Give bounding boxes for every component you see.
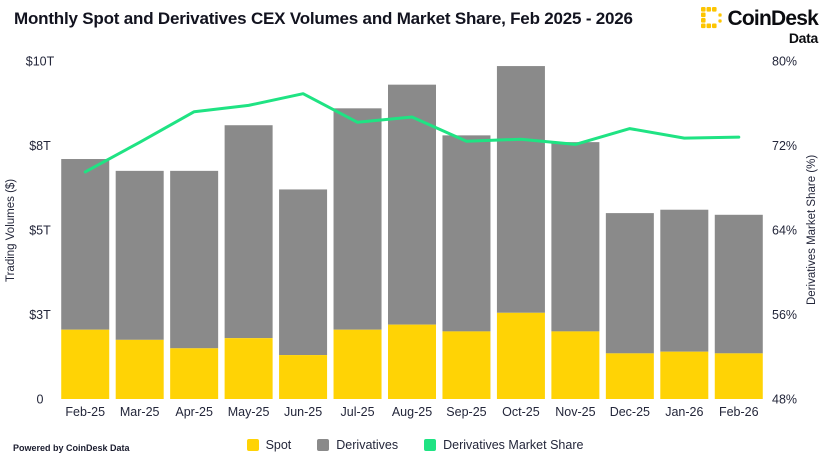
bar-derivatives-Feb-25 <box>61 159 110 330</box>
legend: Spot Derivatives Derivatives Market Share <box>0 438 830 452</box>
legend-swatch <box>424 439 437 451</box>
right-axis-tick: 72% <box>772 139 797 153</box>
bar-spot-Jan-26 <box>660 351 709 399</box>
coindesk-logo-icon <box>700 7 722 29</box>
right-axis-tick: 56% <box>772 308 797 322</box>
bar-spot-Apr-25 <box>170 348 219 399</box>
left-axis-tick: $3T <box>29 308 51 322</box>
bar-spot-Jun-25 <box>279 355 328 399</box>
x-axis-label: Feb-26 <box>719 405 759 419</box>
coindesk-logo: CoinDesk Data <box>700 6 819 46</box>
x-axis-label: Mar-25 <box>120 405 160 419</box>
right-axis-tick: 64% <box>772 224 797 238</box>
left-axis-tick: $10T <box>26 55 55 69</box>
bar-derivatives-Apr-25 <box>170 170 219 349</box>
bar-spot-Oct-25 <box>496 312 545 399</box>
bar-derivatives-May-25 <box>224 125 273 339</box>
legend-swatch <box>246 439 259 451</box>
x-axis-label: Nov-25 <box>555 405 595 419</box>
bar-spot-Dec-25 <box>605 353 654 399</box>
bar-derivatives-Jul-25 <box>333 108 382 330</box>
bar-derivatives-Mar-25 <box>115 170 164 340</box>
coindesk-logo-text: CoinDesk <box>727 6 819 30</box>
legend-item-spot: Spot <box>246 438 292 452</box>
x-axis-label: May-25 <box>228 405 270 419</box>
chart-title: Monthly Spot and Derivatives CEX Volumes… <box>14 9 633 28</box>
bar-derivatives-Jan-26 <box>660 209 709 352</box>
legend-label: Spot <box>265 438 292 452</box>
x-axis-label: Jul-25 <box>341 405 375 419</box>
legend-item-derivatives: Derivatives <box>317 438 398 452</box>
bar-spot-Nov-25 <box>551 331 600 399</box>
legend-label: Derivatives Market Share <box>443 438 584 452</box>
legend-label: Derivatives <box>336 438 399 452</box>
bar-spot-Jul-25 <box>333 329 382 399</box>
bar-spot-Aug-25 <box>388 324 436 399</box>
bar-derivatives-Feb-26 <box>714 214 763 354</box>
bar-derivatives-Dec-25 <box>605 213 654 354</box>
left-axis-tick: $5T <box>29 224 51 238</box>
right-axis-title: Derivatives Market Share (%) <box>806 154 818 306</box>
x-axis-label: Apr-25 <box>175 405 213 419</box>
left-axis-tick: 0 <box>37 393 44 407</box>
x-axis-label: Feb-25 <box>65 405 105 419</box>
bar-derivatives-Nov-25 <box>551 142 600 332</box>
bar-derivatives-Aug-25 <box>388 84 436 325</box>
market-share-line <box>83 92 741 174</box>
bar-spot-May-25 <box>224 338 273 399</box>
right-axis-tick: 80% <box>772 55 797 69</box>
bar-spot-Sep-25 <box>442 331 491 399</box>
x-axis-label: Sep-25 <box>446 405 486 419</box>
coindesk-logo-data-text: Data <box>788 30 818 46</box>
bar-spot-Feb-26 <box>714 353 763 399</box>
x-axis-label: Jan-26 <box>665 405 703 419</box>
bar-derivatives-Sep-25 <box>442 135 491 332</box>
x-axis-label: Jun-25 <box>284 405 322 419</box>
x-axis-label: Aug-25 <box>392 405 432 419</box>
legend-swatch <box>317 439 330 451</box>
x-axis-label: Oct-25 <box>502 405 540 419</box>
bar-spot-Mar-25 <box>115 339 164 399</box>
left-axis-title: Trading Volumes ($) <box>5 178 17 282</box>
bar-derivatives-Oct-25 <box>496 66 545 313</box>
right-axis-tick: 48% <box>772 393 797 407</box>
legend-item-derivatives-market-share: Derivatives Market Share <box>424 438 583 452</box>
left-axis-tick: $8T <box>29 139 51 153</box>
x-axis-label: Dec-25 <box>610 405 650 419</box>
bar-spot-Feb-25 <box>61 329 110 399</box>
powered-by: Powered by CoinDesk Data <box>13 443 130 453</box>
bar-derivatives-Jun-25 <box>279 189 328 356</box>
